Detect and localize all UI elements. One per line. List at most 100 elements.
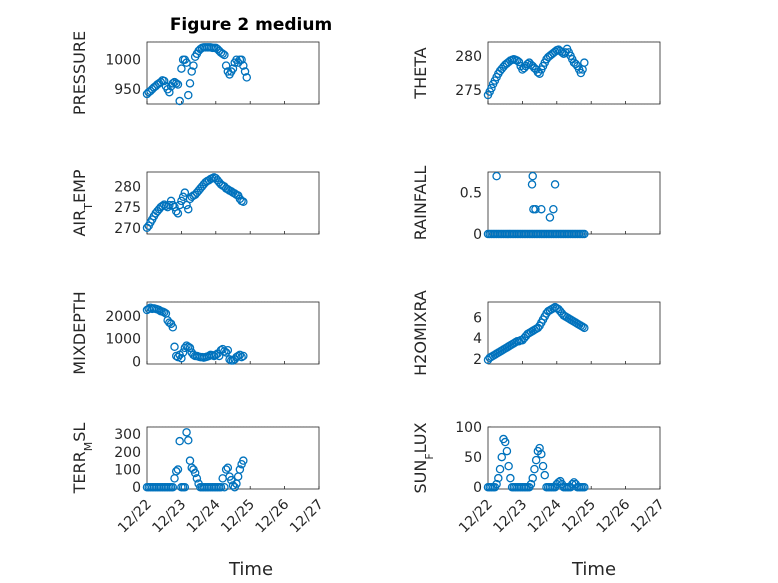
data-point: [239, 456, 248, 465]
data-point: [239, 61, 248, 70]
y-tick-label: 0: [132, 480, 141, 496]
data-point: [159, 76, 169, 86]
data-point: [239, 197, 248, 207]
data-point: [549, 303, 558, 313]
y-tick-label: 950: [114, 82, 141, 98]
data-point: [220, 482, 229, 492]
y-tick-label: 50: [464, 450, 482, 466]
y-axis-label: PRESSURE: [70, 31, 89, 115]
data-point: [184, 90, 193, 100]
x-tick-label: 12/25: [218, 497, 258, 537]
data-point: [184, 204, 193, 214]
data-point: [523, 59, 532, 69]
data-point: [506, 473, 515, 483]
data-point: [165, 200, 174, 210]
data-point: [504, 461, 513, 471]
data-point: [528, 473, 537, 483]
y-tick-label: 100: [114, 463, 141, 479]
y-tick-label: 6: [473, 311, 482, 327]
y-tick-label: 200: [114, 445, 141, 461]
y-tick-label: 1000: [105, 332, 141, 348]
x-tick-label: 12/26: [253, 496, 293, 536]
data-point: [182, 200, 191, 210]
data-point: [578, 322, 587, 332]
data-point: [189, 61, 198, 70]
data-point: [192, 474, 202, 483]
data-point: [492, 171, 501, 181]
data-point: [180, 188, 190, 197]
y-axis-label: SUNFLUX: [411, 422, 436, 493]
y-axis-label: RAINFALL: [411, 166, 430, 241]
panel-pressure: 950 1000 PRESSURE: [70, 31, 320, 115]
chart-title: Figure 2 medium: [170, 15, 332, 35]
y-tick-label: 0.5: [460, 186, 482, 202]
data-point: [580, 229, 589, 239]
y-tick-label: 2000: [105, 309, 141, 325]
y-axis-label: H2OMIXRA: [411, 290, 430, 376]
data-point: [166, 196, 176, 206]
panel-rainfall: 0 0.5 RAINFALL: [411, 166, 661, 243]
data-point: [494, 473, 503, 483]
data-point: [580, 58, 589, 67]
data-point: [240, 67, 250, 76]
data-point: [173, 209, 183, 218]
data-point: [495, 464, 505, 474]
data-point: [173, 465, 183, 474]
data-point: [182, 428, 191, 437]
x-tick-label: 12/25: [559, 497, 599, 537]
axes-box: [146, 426, 320, 490]
y-tick-label: 275: [455, 83, 482, 99]
y-tick-label: 1000: [105, 53, 141, 69]
data-point: [228, 64, 238, 73]
data-point: [527, 180, 537, 189]
data-point: [185, 79, 195, 88]
data-point: [530, 464, 539, 474]
data-point: [173, 80, 183, 89]
data-point: [500, 437, 510, 447]
data-point: [514, 57, 524, 67]
y-axis-label: AIRTEMP: [70, 169, 95, 236]
x-tick-label: 12/24: [184, 496, 224, 536]
data-point: [538, 461, 548, 471]
data-point: [537, 449, 546, 459]
data-point: [175, 96, 184, 106]
data-point: [531, 204, 540, 214]
x-tick-label: 12/24: [525, 496, 565, 536]
y-axis-label: TERRMSL: [70, 423, 95, 495]
data-point: [502, 446, 512, 456]
data-point: [549, 204, 558, 214]
x-tick-label: 12/23: [149, 497, 189, 537]
data-point: [239, 351, 248, 361]
data-point: [214, 351, 224, 361]
axes-box: [487, 301, 661, 365]
x-tick-label: 12/22: [115, 497, 155, 537]
data-point: [171, 467, 181, 476]
y-tick-label: 0: [473, 480, 482, 496]
panel-air_temp: 270 275 280 AIRTEMP: [70, 169, 320, 237]
x-axis-label-left: Time: [228, 559, 273, 580]
y-tick-label: 0: [473, 227, 482, 243]
y-axis-label: THETA: [411, 47, 430, 99]
y-tick-label: 300: [114, 427, 141, 443]
data-point: [537, 204, 546, 214]
data-point: [216, 482, 226, 492]
panel-theta: 275 280 THETA: [411, 41, 661, 105]
data-point: [177, 354, 186, 363]
x-tick-label: 12/23: [490, 497, 530, 537]
data-point: [165, 87, 174, 97]
data-point: [175, 436, 184, 446]
data-point: [168, 323, 178, 332]
y-tick-label: 280: [114, 179, 141, 195]
data-point: [220, 50, 229, 60]
data-point: [182, 58, 191, 67]
data-point: [528, 171, 537, 181]
data-point: [540, 470, 550, 480]
data-point: [171, 79, 181, 88]
data-point: [237, 55, 246, 64]
data-point: [180, 482, 190, 492]
y-tick-label: 100: [455, 420, 482, 436]
panel-sun_flux: 0 50 100 SUNFLUX 12/2212/2312/2412/2512/2612…: [411, 420, 668, 536]
data-point: [535, 69, 544, 78]
